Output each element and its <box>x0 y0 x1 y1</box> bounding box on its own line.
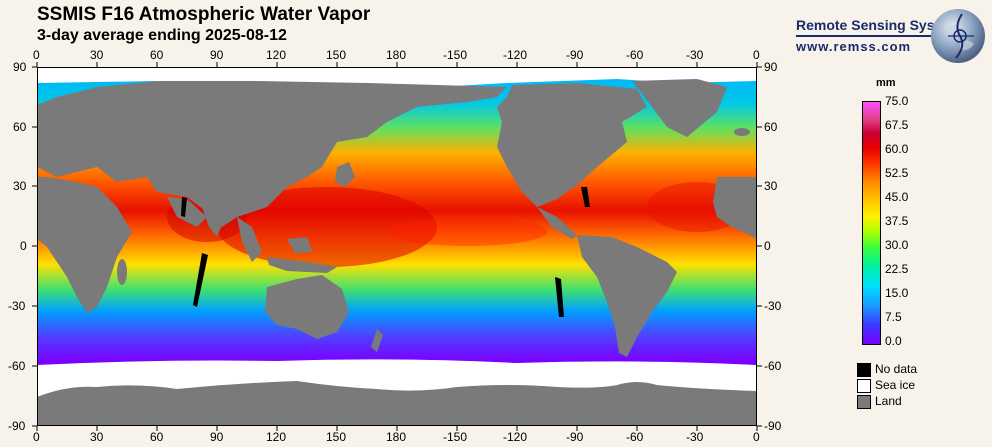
lat-label-left: -90 <box>8 419 26 433</box>
colorbar-label: 22.5 <box>885 262 909 276</box>
lon-label-bottom: 0 <box>33 430 40 444</box>
lat-label-right: 30 <box>764 179 778 193</box>
legend-swatch <box>857 379 871 393</box>
colorbar-label: 52.5 <box>885 166 909 180</box>
map-subtitle: 3-day average ending 2025-08-12 <box>37 27 287 44</box>
lon-label-top: 120 <box>266 48 287 62</box>
globe-logo-icon <box>931 9 985 63</box>
water-vapor-map <box>37 67 757 426</box>
brand-rule <box>796 35 944 37</box>
lat-label-right: 90 <box>764 60 778 74</box>
lat-label-left: -60 <box>8 359 26 373</box>
lat-label-left: 90 <box>13 60 27 74</box>
lat-label-left: 30 <box>13 179 27 193</box>
lon-label-bottom: 90 <box>210 430 224 444</box>
lon-label-bottom: 150 <box>326 430 347 444</box>
lon-label-top: 90 <box>210 48 224 62</box>
lat-label-right: -90 <box>764 419 782 433</box>
lon-label-top: -60 <box>626 48 644 62</box>
lon-label-top: -120 <box>503 48 528 62</box>
lon-label-bottom: -90 <box>566 430 584 444</box>
lon-label-top: 180 <box>386 48 407 62</box>
colorbar-label: 30.0 <box>885 238 909 252</box>
lat-label-right: -60 <box>764 359 782 373</box>
lon-label-bottom: -120 <box>503 430 528 444</box>
colorbar-label: 45.0 <box>885 190 909 204</box>
lon-label-top: 60 <box>150 48 164 62</box>
map-title: SSMIS F16 Atmospheric Water Vapor <box>37 4 371 25</box>
lat-label-right: 60 <box>764 120 778 134</box>
colorbar-label: 15.0 <box>885 286 909 300</box>
colorbar-label: 7.5 <box>885 310 902 324</box>
lat-label-right: 0 <box>764 239 771 253</box>
colorbar-label: 75.0 <box>885 94 909 108</box>
lon-label-bottom: 120 <box>266 430 287 444</box>
brand-url: www.remss.com <box>796 39 912 54</box>
lat-label-left: -30 <box>8 299 26 313</box>
colorbar-label: 67.5 <box>885 118 909 132</box>
lon-label-bottom: 30 <box>90 430 104 444</box>
lon-label-bottom: -150 <box>443 430 468 444</box>
lat-label-left: 0 <box>20 239 27 253</box>
lon-label-top: 0 <box>753 48 760 62</box>
legend-label: No data <box>875 362 918 376</box>
lon-label-bottom: -60 <box>626 430 644 444</box>
lon-label-top: 150 <box>326 48 347 62</box>
lon-label-top: -90 <box>566 48 584 62</box>
lat-label-right: -30 <box>764 299 782 313</box>
legend-label: Sea ice <box>875 378 916 392</box>
legend-swatch <box>857 363 871 377</box>
lon-label-bottom: -30 <box>686 430 704 444</box>
lon-label-top: -150 <box>443 48 468 62</box>
colorbar-unit: mm <box>876 77 896 89</box>
colorbar <box>862 101 881 345</box>
legend-swatch <box>857 395 871 409</box>
lon-label-bottom: 0 <box>753 430 760 444</box>
lon-label-top: -30 <box>686 48 704 62</box>
lon-label-top: 30 <box>90 48 104 62</box>
brand-name: Remote Sensing Systems <box>796 17 968 33</box>
colorbar-label: 0.0 <box>885 334 902 348</box>
colorbar-label: 37.5 <box>885 214 909 228</box>
lon-label-bottom: 60 <box>150 430 164 444</box>
colorbar-label: 60.0 <box>885 142 909 156</box>
legend-label: Land <box>875 394 902 408</box>
lon-label-top: 0 <box>33 48 40 62</box>
lon-label-bottom: 180 <box>386 430 407 444</box>
lat-label-left: 60 <box>13 120 27 134</box>
